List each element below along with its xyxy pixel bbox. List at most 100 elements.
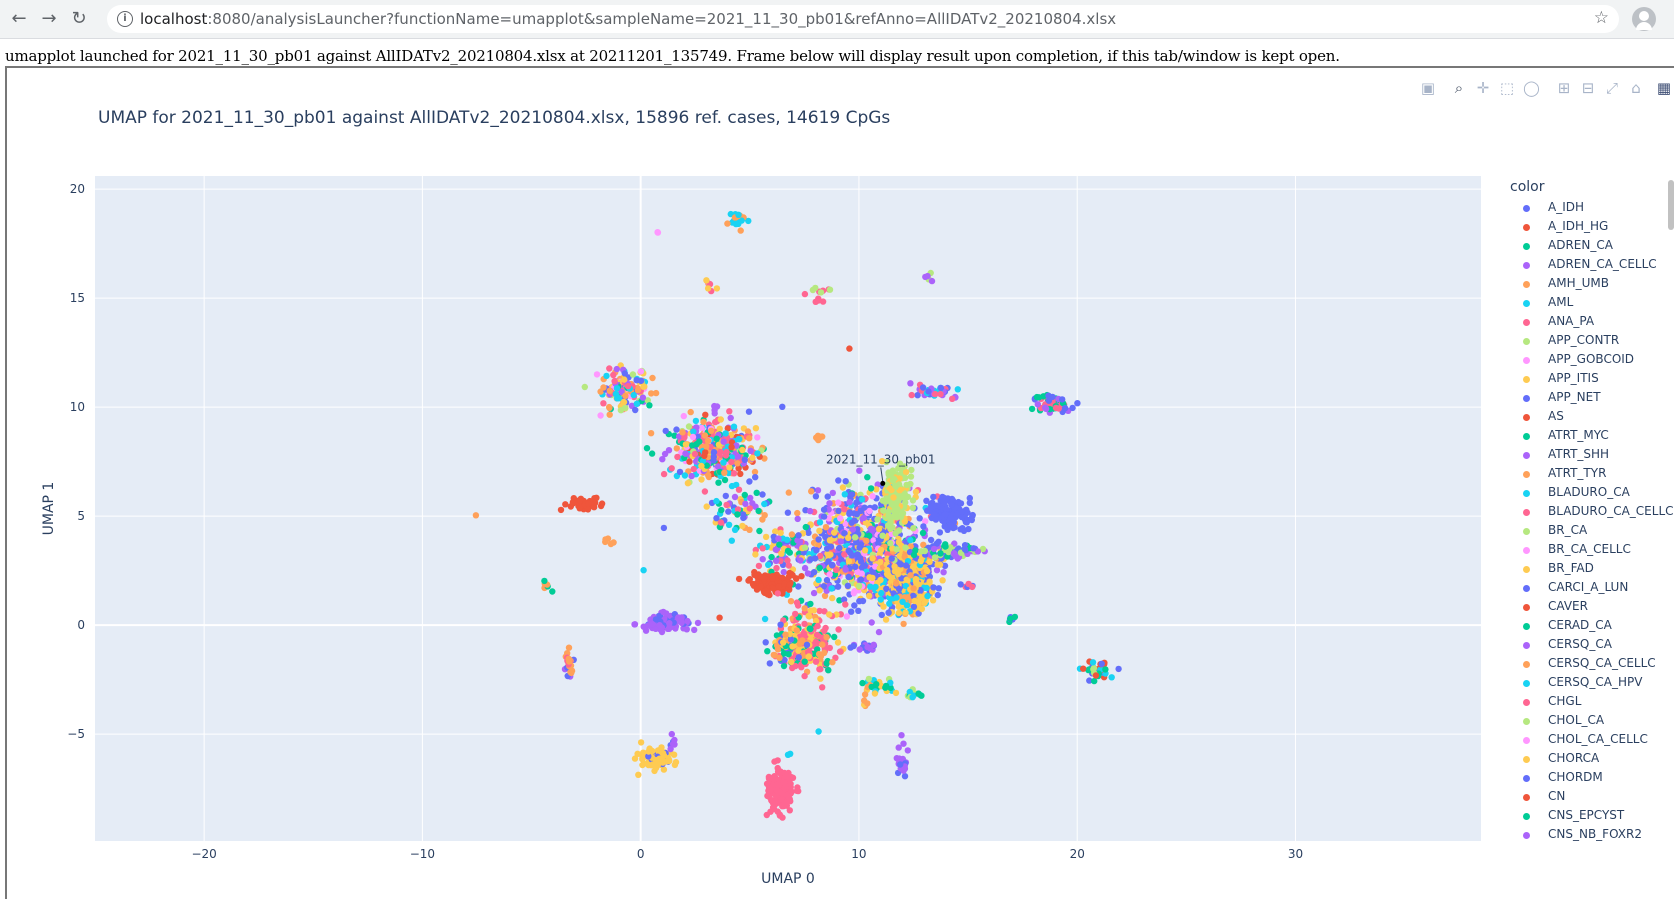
data-point <box>911 597 918 605</box>
data-point <box>772 528 779 535</box>
data-point <box>942 543 949 550</box>
legend-label: APP_ITIS <box>1548 371 1599 385</box>
data-point <box>961 546 969 553</box>
data-point <box>613 385 621 392</box>
x-axis-label: UMAP 0 <box>761 871 815 887</box>
data-point <box>701 488 709 495</box>
data-point <box>715 479 722 486</box>
data-point <box>927 536 935 544</box>
data-point <box>873 681 880 688</box>
x-tick-label: 30 <box>1288 847 1303 861</box>
data-point <box>772 798 779 805</box>
data-point <box>752 425 760 432</box>
data-point <box>929 597 937 604</box>
data-point <box>920 523 927 530</box>
data-point <box>891 563 898 570</box>
data-point <box>606 411 613 418</box>
reload-icon[interactable]: ↻ <box>71 8 87 29</box>
data-point <box>945 548 952 556</box>
legend-marker <box>1523 680 1530 687</box>
data-point <box>864 474 871 481</box>
data-point <box>751 468 759 476</box>
data-point <box>873 486 880 493</box>
address-bar[interactable]: i localhost:8080/analysisLauncher?functi… <box>107 5 1619 33</box>
forward-arrow-icon[interactable]: → <box>41 8 57 29</box>
plotly-logo-icon[interactable]: ▦ <box>1656 79 1672 97</box>
legend-marker <box>1523 452 1530 459</box>
data-point <box>1034 401 1042 408</box>
data-point <box>794 537 801 544</box>
legend-label: CHGL <box>1548 694 1582 708</box>
data-point <box>923 497 930 504</box>
legend-scrollbar[interactable] <box>1668 180 1674 230</box>
data-point <box>734 460 741 467</box>
data-point <box>704 437 712 445</box>
zoom-in-icon[interactable]: ⊞ <box>1557 79 1571 97</box>
profile-icon[interactable] <box>1632 7 1656 31</box>
data-point <box>567 668 574 676</box>
data-point <box>798 664 805 671</box>
legend-marker <box>1523 433 1530 440</box>
legend-marker <box>1523 319 1530 326</box>
data-point <box>823 660 830 667</box>
url-text[interactable]: localhost:8080/analysisLauncher?function… <box>140 10 1116 28</box>
data-point <box>898 732 905 739</box>
legend-label: ADREN_CA_CELLC <box>1548 257 1657 271</box>
data-point <box>794 515 801 523</box>
data-point <box>694 433 701 440</box>
data-point <box>645 748 652 755</box>
data-point <box>713 497 720 505</box>
data-point <box>842 520 849 527</box>
legend-label: CHORDM <box>1548 770 1603 784</box>
data-point <box>770 651 777 659</box>
data-point <box>784 773 791 780</box>
star-icon[interactable]: ☆ <box>1593 8 1609 28</box>
data-point <box>839 484 847 491</box>
zoom-icon[interactable]: ⌕ <box>1454 79 1464 97</box>
legend-label: CARCI_A_LUN <box>1548 580 1629 594</box>
legend-marker <box>1523 281 1530 288</box>
legend-marker <box>1523 224 1530 231</box>
box-select-icon[interactable]: ⬚ <box>1499 79 1515 97</box>
data-point <box>666 620 673 627</box>
legend-marker <box>1523 205 1530 212</box>
data-point <box>942 511 949 518</box>
info-icon[interactable]: i <box>117 11 133 27</box>
data-point <box>1080 665 1087 672</box>
data-point <box>892 580 900 587</box>
data-point <box>831 529 838 536</box>
data-point <box>829 659 836 666</box>
data-point <box>850 642 857 650</box>
data-point <box>895 744 902 751</box>
data-point <box>671 741 678 748</box>
autoscale-icon[interactable]: ⤢ <box>1605 79 1618 97</box>
data-point <box>728 537 735 544</box>
data-point <box>747 447 754 454</box>
data-point <box>654 229 662 236</box>
data-point <box>835 477 842 484</box>
data-point <box>621 376 628 383</box>
data-point <box>723 501 730 509</box>
grid-lines <box>95 176 1481 841</box>
data-point <box>610 371 617 379</box>
data-point <box>817 289 825 296</box>
data-point <box>846 510 853 517</box>
pan-icon[interactable]: ✛ <box>1476 79 1490 97</box>
lasso-icon[interactable]: ◯ <box>1523 79 1540 97</box>
data-point <box>775 535 782 542</box>
data-point <box>864 643 871 651</box>
data-point <box>892 482 899 489</box>
data-point <box>726 464 733 471</box>
zoom-out-icon[interactable]: ⊟ <box>1581 79 1595 97</box>
data-point <box>759 516 766 523</box>
legend-label: CERSQ_CA <box>1548 637 1612 651</box>
data-point <box>813 435 821 442</box>
camera-icon[interactable]: ▣ <box>1420 79 1436 97</box>
legend-label: CERAD_CA <box>1548 618 1612 632</box>
reset-axes-icon[interactable]: ⌂ <box>1631 79 1641 97</box>
plot-area[interactable] <box>95 176 1481 841</box>
legend-label: BLADURO_CA_CELLC <box>1548 504 1674 518</box>
legend-marker <box>1523 547 1530 554</box>
back-arrow-icon[interactable]: ← <box>11 8 27 29</box>
